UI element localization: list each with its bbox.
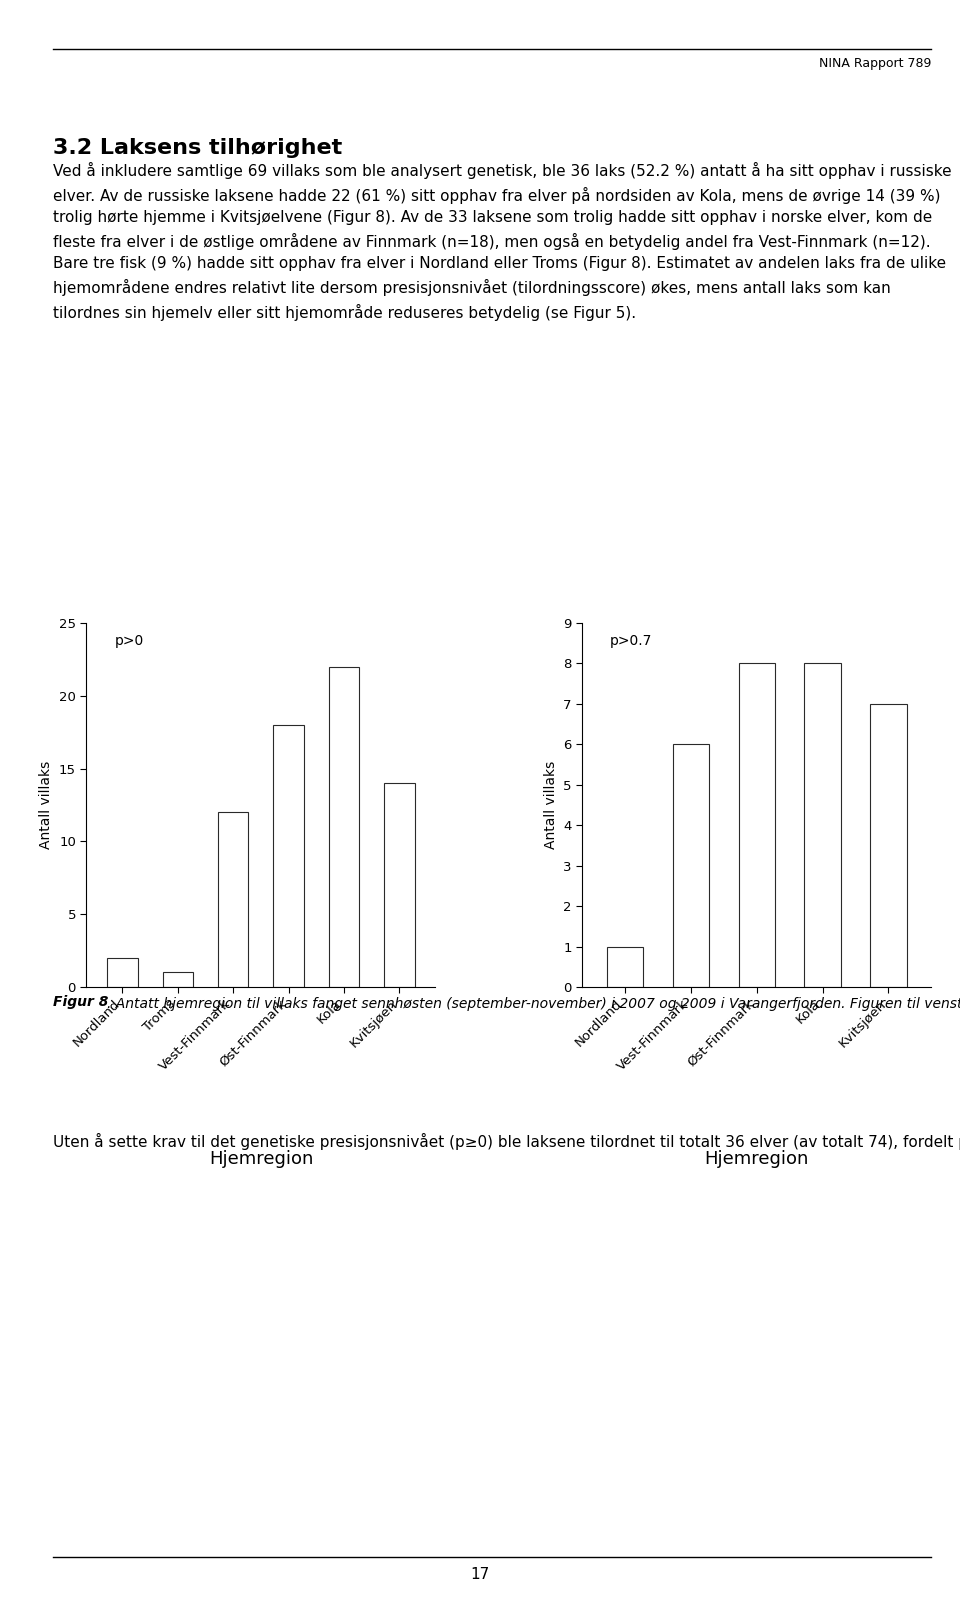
- Text: p>0: p>0: [114, 634, 144, 647]
- Text: Figur 8: Figur 8: [53, 995, 108, 1010]
- Y-axis label: Antall villaks: Antall villaks: [543, 760, 558, 849]
- Y-axis label: Antall villaks: Antall villaks: [39, 760, 54, 849]
- Text: 3.2 Laksens tilhørighet: 3.2 Laksens tilhørighet: [53, 138, 342, 157]
- Bar: [804, 663, 841, 987]
- Text: Uten å sette krav til det genetiske presisjonsnivået (p≥0) ble laksene tilordnet: Uten å sette krav til det genetiske pres…: [53, 1133, 960, 1150]
- Bar: [738, 663, 775, 987]
- Text: . Antatt hjemregion til villaks fanget sennhøsten (september-november) i 2007 og: . Antatt hjemregion til villaks fanget s…: [108, 995, 960, 1011]
- X-axis label: Hjemregion: Hjemregion: [705, 1150, 809, 1168]
- Bar: [108, 958, 137, 987]
- Bar: [673, 744, 708, 987]
- Bar: [329, 667, 359, 987]
- Bar: [607, 947, 643, 987]
- Bar: [384, 783, 415, 987]
- X-axis label: Hjemregion: Hjemregion: [208, 1150, 313, 1168]
- Text: p>0.7: p>0.7: [610, 634, 653, 647]
- Text: Ved å inkludere samtlige 69 villaks som ble analysert genetisk, ble 36 laks (52.: Ved å inkludere samtlige 69 villaks som …: [53, 162, 951, 320]
- Text: 17: 17: [470, 1568, 490, 1582]
- Bar: [274, 725, 304, 987]
- Bar: [871, 704, 906, 987]
- Text: NINA Rapport 789: NINA Rapport 789: [819, 57, 931, 70]
- Bar: [218, 812, 249, 987]
- Bar: [162, 972, 193, 987]
